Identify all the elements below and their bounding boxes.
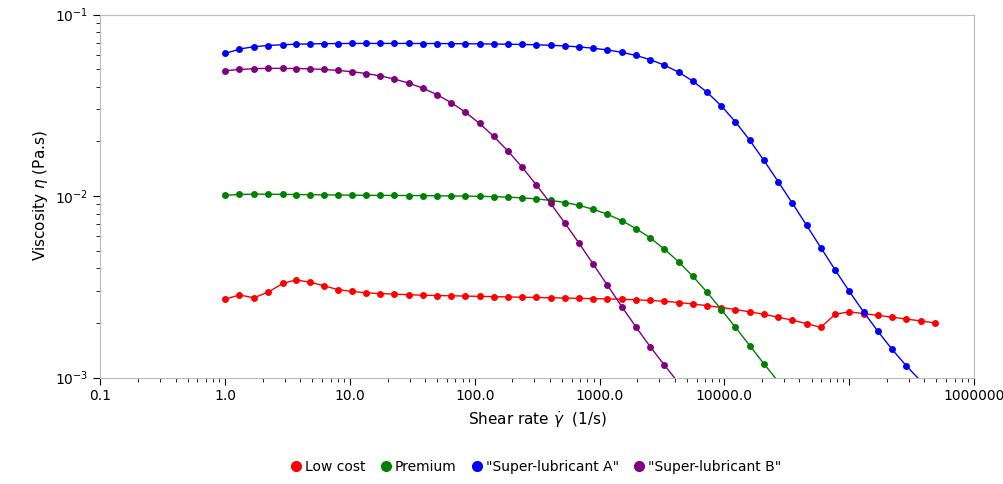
Y-axis label: Viscosity $\eta$ (Pa.s): Viscosity $\eta$ (Pa.s) bbox=[31, 131, 50, 261]
"Super-lubricant A" bbox=[444, 41, 456, 46]
"Super-lubricant B" bbox=[700, 412, 712, 418]
"Super-lubricant B" bbox=[219, 68, 231, 74]
Premium bbox=[388, 193, 400, 198]
Low cost bbox=[444, 293, 456, 299]
Line: Low cost: Low cost bbox=[222, 276, 937, 331]
"Super-lubricant B" bbox=[743, 451, 755, 457]
"Super-lubricant B" bbox=[262, 65, 274, 71]
Line: "Super-lubricant B": "Super-lubricant B" bbox=[222, 65, 937, 484]
Low cost bbox=[814, 324, 826, 330]
Low cost bbox=[290, 277, 302, 283]
Low cost bbox=[388, 291, 400, 297]
Premium bbox=[219, 192, 231, 198]
Line: Premium: Premium bbox=[222, 191, 937, 484]
Premium bbox=[700, 289, 712, 295]
Premium bbox=[248, 191, 260, 197]
Line: "Super-lubricant A": "Super-lubricant A" bbox=[222, 40, 937, 399]
Low cost bbox=[700, 302, 712, 308]
Premium bbox=[444, 193, 456, 199]
"Super-lubricant A" bbox=[743, 137, 755, 143]
Low cost bbox=[219, 296, 231, 302]
"Super-lubricant A" bbox=[700, 90, 712, 95]
Premium bbox=[459, 193, 471, 199]
"Super-lubricant B" bbox=[459, 109, 471, 115]
"Super-lubricant A" bbox=[914, 378, 926, 384]
Premium bbox=[743, 343, 755, 348]
"Super-lubricant A" bbox=[346, 41, 358, 46]
Low cost bbox=[743, 309, 755, 315]
Low cost bbox=[928, 320, 940, 326]
X-axis label: Shear rate $\dot{\gamma}$  (1/s): Shear rate $\dot{\gamma}$ (1/s) bbox=[467, 409, 606, 430]
"Super-lubricant A" bbox=[388, 41, 400, 46]
Low cost bbox=[914, 318, 926, 324]
"Super-lubricant B" bbox=[444, 100, 456, 106]
"Super-lubricant A" bbox=[459, 41, 471, 46]
Legend: Low cost, Premium, "Super-lubricant A", "Super-lubricant B": Low cost, Premium, "Super-lubricant A", … bbox=[287, 454, 786, 480]
"Super-lubricant A" bbox=[928, 392, 940, 398]
Low cost bbox=[459, 293, 471, 299]
"Super-lubricant B" bbox=[388, 76, 400, 82]
"Super-lubricant A" bbox=[219, 51, 231, 57]
